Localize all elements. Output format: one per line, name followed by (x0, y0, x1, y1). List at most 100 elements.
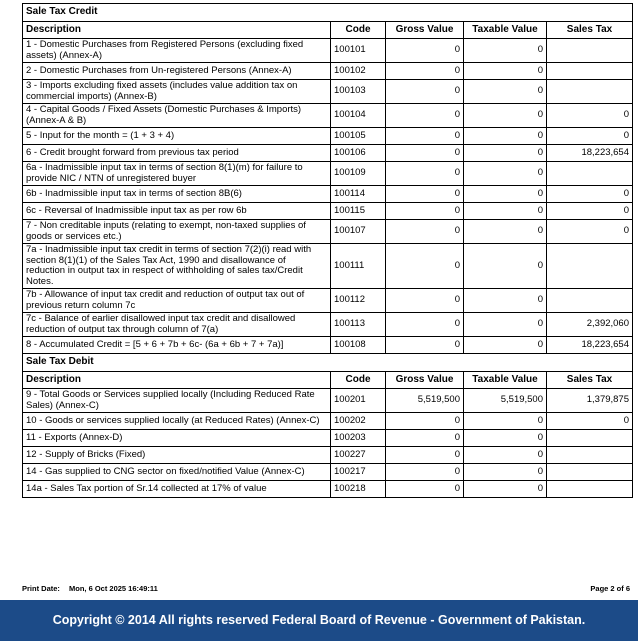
value-cell: 100112 (330, 288, 386, 313)
description-cell: 7a - Inadmissible input tax credit in te… (22, 243, 331, 289)
value-cell: 100106 (330, 144, 386, 162)
value-cell: 100108 (330, 336, 386, 354)
value-cell: 0 (546, 103, 633, 128)
value-cell: 0 (385, 429, 464, 447)
value-cell: 0 (463, 79, 547, 104)
section-row: Sale Tax Debit (22, 353, 633, 372)
value-cell: 0 (385, 202, 464, 220)
description-cell: 4 - Capital Goods / Fixed Assets (Domest… (22, 103, 331, 128)
value-cell: 2,392,060 (546, 312, 633, 337)
table-row: 2 - Domestic Purchases from Un-registere… (22, 62, 633, 80)
section-title: Sale Tax Credit (22, 3, 633, 22)
empty-cell (546, 38, 633, 63)
value-cell: 0 (463, 336, 547, 354)
description-cell: 14a - Sales Tax portion of Sr.14 collect… (22, 480, 331, 498)
table-row: 6 - Credit brought forward from previous… (22, 144, 633, 162)
value-cell: 100227 (330, 446, 386, 464)
table-row: 6b - Inadmissible input tax in terms of … (22, 185, 633, 203)
table-row: 14 - Gas supplied to CNG sector on fixed… (22, 463, 633, 481)
description-cell: 7b - Allowance of input tax credit and r… (22, 288, 331, 313)
table-row: 6a - Inadmissible input tax in terms of … (22, 161, 633, 186)
value-cell: 0 (385, 463, 464, 481)
value-cell: 0 (463, 412, 547, 430)
value-cell: 0 (546, 202, 633, 220)
column-header: Sales Tax (546, 371, 633, 389)
description-cell: 1 - Domestic Purchases from Registered P… (22, 38, 331, 63)
value-cell: 0 (463, 243, 547, 289)
empty-cell (546, 463, 633, 481)
description-cell: 8 - Accumulated Credit = [5 + 6 + 7b + 6… (22, 336, 331, 354)
value-cell: 0 (546, 219, 633, 244)
value-cell: 100114 (330, 185, 386, 203)
value-cell: 100203 (330, 429, 386, 447)
empty-cell (546, 288, 633, 313)
empty-cell (546, 429, 633, 447)
value-cell: 0 (463, 219, 547, 244)
print-label: Print Date: (22, 584, 60, 593)
value-cell: 0 (546, 127, 633, 145)
value-cell: 0 (463, 127, 547, 145)
table-row: 10 - Goods or services supplied locally … (22, 412, 633, 430)
column-header: Gross Value (385, 371, 464, 389)
value-cell: 0 (463, 202, 547, 220)
value-cell: 0 (385, 79, 464, 104)
value-cell: 0 (546, 185, 633, 203)
table-row: 6c - Reversal of Inadmissible input tax … (22, 202, 633, 220)
table-row: 7a - Inadmissible input tax credit in te… (22, 243, 633, 289)
table-row: 3 - Imports excluding fixed assets (incl… (22, 79, 633, 104)
value-cell: 100218 (330, 480, 386, 498)
value-cell: 100101 (330, 38, 386, 63)
copyright-banner: Copyright © 2014 All rights reserved Fed… (0, 600, 638, 641)
header-row: Description Code Gross Value Taxable Value S… (22, 21, 633, 39)
description-cell: 7 - Non creditable inputs (relating to e… (22, 219, 331, 244)
description-cell: 6b - Inadmissible input tax in terms of … (22, 185, 331, 203)
print-date: Mon, 6 Oct 2025 16:49:11 (69, 584, 158, 593)
description-cell: 6a - Inadmissible input tax in terms of … (22, 161, 331, 186)
value-cell: 0 (385, 185, 464, 203)
value-cell: 100113 (330, 312, 386, 337)
empty-cell (546, 161, 633, 186)
value-cell: 100107 (330, 219, 386, 244)
table-row: 5 - Input for the month = (1 + 3 + 4) 100… (22, 127, 633, 145)
empty-cell (546, 243, 633, 289)
table-row: 8 - Accumulated Credit = [5 + 6 + 7b + 6… (22, 336, 633, 354)
table-row: 7c - Balance of earlier disallowed input… (22, 312, 633, 337)
value-cell: 100105 (330, 127, 386, 145)
description-cell: 2 - Domestic Purchases from Un-registere… (22, 62, 331, 80)
value-cell: 5,519,500 (385, 388, 464, 413)
column-header: Taxable Value (463, 21, 547, 39)
column-header: Description (22, 21, 331, 39)
return-form: Sale Tax Credit Description Code Gross Valu… (22, 3, 633, 498)
value-cell: 100102 (330, 62, 386, 80)
value-cell: 0 (463, 38, 547, 63)
column-header: Taxable Value (463, 371, 547, 389)
value-cell: 0 (463, 463, 547, 481)
value-cell: 100201 (330, 388, 386, 413)
column-header: Gross Value (385, 21, 464, 39)
column-header: Description (22, 371, 331, 389)
value-cell: 0 (385, 144, 464, 162)
value-cell: 18,223,654 (546, 144, 633, 162)
value-cell: 5,519,500 (463, 388, 547, 413)
value-cell: 100202 (330, 412, 386, 430)
value-cell: 0 (385, 243, 464, 289)
table-row: 4 - Capital Goods / Fixed Assets (Domest… (22, 103, 633, 128)
value-cell: 0 (385, 288, 464, 313)
description-cell: 3 - Imports excluding fixed assets (incl… (22, 79, 331, 104)
value-cell: 0 (463, 185, 547, 203)
value-cell: 100111 (330, 243, 386, 289)
value-cell: 0 (385, 412, 464, 430)
table-row: 12 - Supply of Bricks (Fixed) 100227 0 0 (22, 446, 633, 464)
empty-cell (546, 480, 633, 498)
value-cell: 100115 (330, 202, 386, 220)
table-row: 7 - Non creditable inputs (relating to e… (22, 219, 633, 244)
description-cell: 11 - Exports (Annex-D) (22, 429, 331, 447)
value-cell: 18,223,654 (546, 336, 633, 354)
column-header: Sales Tax (546, 21, 633, 39)
table-row: 9 - Total Goods or Services supplied loc… (22, 388, 633, 413)
value-cell: 0 (385, 127, 464, 145)
value-cell: 0 (385, 161, 464, 186)
description-cell: 6c - Reversal of Inadmissible input tax … (22, 202, 331, 220)
value-cell: 0 (463, 62, 547, 80)
section-title: Sale Tax Debit (22, 353, 633, 372)
